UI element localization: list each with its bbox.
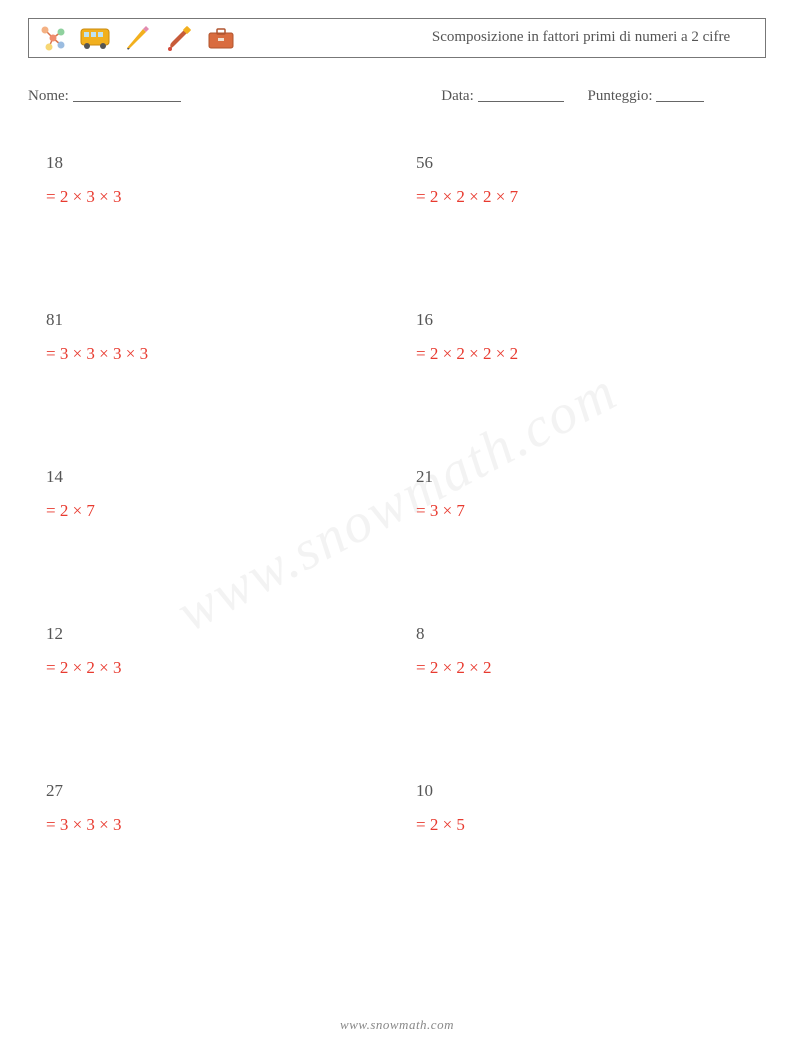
pencil-icon	[121, 22, 153, 54]
date-field: Data:	[441, 86, 563, 105]
problem-item: 16 = 2 × 2 × 2 × 2	[416, 310, 766, 467]
problem-number: 10	[416, 781, 766, 801]
problem-answer: = 2 × 2 × 2 × 7	[416, 187, 766, 207]
name-label: Nome:	[28, 88, 69, 104]
problem-answer: = 3 × 3 × 3 × 3	[46, 344, 396, 364]
problem-item: 12 = 2 × 2 × 3	[46, 624, 396, 781]
problem-number: 12	[46, 624, 396, 644]
problem-number: 8	[416, 624, 766, 644]
problem-item: 81 = 3 × 3 × 3 × 3	[46, 310, 396, 467]
problem-answer: = 2 × 7	[46, 501, 396, 521]
score-blank[interactable]	[656, 88, 704, 102]
problem-number: 18	[46, 153, 396, 173]
problem-item: 21 = 3 × 7	[416, 467, 766, 624]
problem-answer: = 2 × 3 × 3	[46, 187, 396, 207]
paintbrush-icon	[163, 22, 195, 54]
problem-answer: = 2 × 2 × 3	[46, 658, 396, 678]
footer-text: www.snowmath.com	[0, 1017, 794, 1033]
problem-number: 14	[46, 467, 396, 487]
worksheet-title: Scomposizione in fattori primi di numeri…	[397, 19, 765, 57]
molecule-icon	[37, 22, 69, 54]
problem-answer: = 3 × 3 × 3	[46, 815, 396, 835]
problem-number: 16	[416, 310, 766, 330]
problem-answer: = 2 × 2 × 2	[416, 658, 766, 678]
info-row: Nome: Data: Punteggio:	[28, 86, 766, 105]
problem-number: 27	[46, 781, 396, 801]
problem-item: 27 = 3 × 3 × 3	[46, 781, 396, 938]
date-blank[interactable]	[478, 88, 564, 102]
problem-answer: = 3 × 7	[416, 501, 766, 521]
problem-answer: = 2 × 2 × 2 × 2	[416, 344, 766, 364]
score-label: Punteggio:	[588, 88, 653, 104]
date-label: Data:	[441, 88, 473, 104]
name-blank[interactable]	[73, 88, 181, 102]
header-icons	[29, 19, 397, 57]
problem-number: 81	[46, 310, 396, 330]
problem-item: 10 = 2 × 5	[416, 781, 766, 938]
briefcase-icon	[205, 22, 237, 54]
problem-number: 56	[416, 153, 766, 173]
school-bus-icon	[79, 22, 111, 54]
problems-grid: 18 = 2 × 3 × 3 56 = 2 × 2 × 2 × 7 81 = 3…	[28, 153, 766, 938]
problem-item: 14 = 2 × 7	[46, 467, 396, 624]
header-box: Scomposizione in fattori primi di numeri…	[28, 18, 766, 58]
name-field: Nome:	[28, 86, 441, 105]
problem-number: 21	[416, 467, 766, 487]
score-field: Punteggio:	[588, 86, 705, 105]
problem-item: 18 = 2 × 3 × 3	[46, 153, 396, 310]
problem-item: 8 = 2 × 2 × 2	[416, 624, 766, 781]
problem-item: 56 = 2 × 2 × 2 × 7	[416, 153, 766, 310]
problem-answer: = 2 × 5	[416, 815, 766, 835]
worksheet-page: Scomposizione in fattori primi di numeri…	[0, 0, 794, 938]
